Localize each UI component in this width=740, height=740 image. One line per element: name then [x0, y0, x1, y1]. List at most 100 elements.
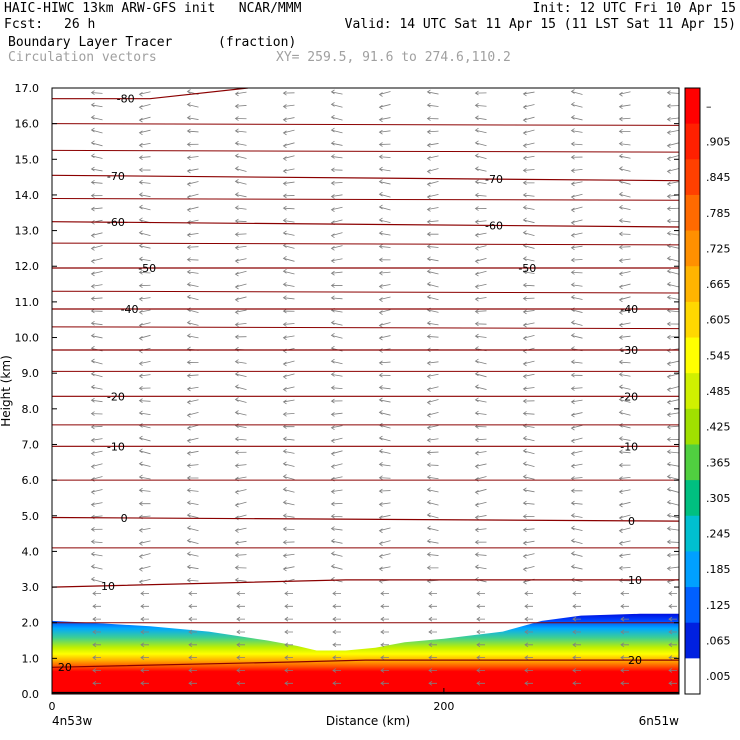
circulation-vector	[186, 102, 199, 108]
circulation-vector	[330, 412, 343, 417]
circulation-vector	[474, 397, 487, 403]
circulation-vector	[524, 642, 533, 648]
circulation-vector	[474, 153, 487, 160]
contour-label: 20	[58, 661, 72, 674]
circulation-vector	[234, 384, 247, 391]
circulation-vector	[666, 461, 679, 467]
circulation-vector	[426, 462, 439, 468]
circulation-vector	[234, 501, 247, 508]
circulation-vector	[570, 168, 583, 173]
circulation-vector	[284, 668, 293, 673]
circulation-vector	[522, 104, 535, 110]
circulation-vector	[620, 616, 629, 622]
circulation-vector	[138, 501, 151, 506]
circulation-vector	[138, 527, 151, 533]
circulation-vector	[90, 271, 103, 277]
colorbar-label: .605	[706, 314, 731, 327]
circulation-vector	[330, 167, 343, 173]
circulation-vector	[618, 540, 631, 546]
circulation-vector	[522, 269, 535, 275]
circulation-vector	[426, 281, 439, 288]
colorbar-label: .905	[706, 135, 731, 148]
contour-label: -60	[107, 216, 125, 229]
circulation-vector	[426, 142, 439, 148]
circulation-vector	[282, 513, 295, 518]
circulation-vector	[90, 284, 103, 289]
circulation-vector	[92, 680, 101, 686]
circulation-vector	[236, 680, 245, 686]
circulation-vector	[282, 308, 295, 314]
circulation-vector	[90, 193, 103, 199]
circulation-vector	[666, 142, 679, 149]
circulation-vector	[666, 539, 679, 545]
circulation-vector	[378, 540, 391, 546]
circulation-vector	[618, 141, 631, 146]
circulation-vector	[668, 680, 677, 686]
circulation-vector	[234, 565, 247, 570]
circulation-vector	[522, 142, 535, 148]
circulation-vector	[90, 90, 103, 95]
circulation-vector	[378, 154, 391, 160]
circulation-vector	[330, 270, 343, 276]
colorbar-swatch	[685, 551, 700, 588]
circulation-vector	[234, 309, 247, 315]
circulation-vector	[666, 294, 679, 300]
circulation-vector	[138, 398, 151, 403]
circulation-vector	[90, 371, 103, 378]
circulation-vector	[572, 642, 581, 648]
circulation-vector	[474, 384, 487, 390]
circulation-vector	[378, 129, 391, 135]
circulation-vector	[234, 514, 247, 521]
circulation-vector	[234, 527, 247, 533]
circulation-vector	[378, 435, 391, 442]
circulation-vector	[234, 463, 247, 469]
circulation-vector	[426, 334, 439, 339]
circulation-vector	[234, 245, 247, 251]
colorbar-swatch	[685, 230, 700, 267]
circulation-vector	[618, 462, 631, 468]
circulation-vector	[378, 372, 391, 378]
circulation-vector	[236, 603, 245, 609]
colorbar-swatch	[685, 266, 700, 303]
circulation-vector	[138, 423, 151, 429]
circulation-vector	[428, 642, 437, 648]
colorbar-label: .665	[706, 278, 731, 291]
circulation-vector	[138, 410, 151, 416]
circulation-vector	[186, 307, 199, 314]
circulation-vector	[474, 358, 487, 365]
circulation-vector	[234, 334, 247, 340]
circulation-vector	[140, 603, 149, 609]
circulation-vector	[570, 128, 583, 133]
circulation-vector	[426, 425, 439, 431]
circulation-vector	[378, 475, 391, 481]
circulation-vector	[426, 193, 439, 200]
circulation-vector	[330, 89, 343, 95]
colorbar-swatch	[685, 587, 700, 624]
circulation-vector	[378, 91, 391, 97]
circulation-vector	[380, 642, 389, 648]
circulation-vector	[138, 103, 151, 110]
circulation-vector	[282, 553, 295, 559]
isotherm-contour	[52, 579, 679, 588]
colorbar-swatch	[685, 159, 700, 196]
circulation-vector	[90, 257, 103, 264]
y-tick-label: 7.0	[22, 438, 40, 451]
circulation-vector	[186, 399, 199, 405]
circulation-vector	[186, 577, 199, 583]
circulation-vector	[140, 668, 149, 673]
circulation-vector	[282, 500, 295, 506]
circulation-vector	[426, 360, 439, 366]
circulation-vector	[380, 616, 389, 622]
circulation-vector	[620, 642, 629, 648]
y-tick-label: 11.0	[15, 296, 40, 309]
circulation-vector	[138, 192, 151, 198]
circulation-vector	[138, 167, 151, 173]
colorbar-label: .305	[706, 492, 731, 505]
circulation-vector	[570, 372, 583, 378]
colorbar-label: .185	[706, 563, 731, 576]
circulation-vector	[474, 410, 487, 416]
circulation-vector	[570, 551, 583, 557]
circulation-vector	[522, 474, 535, 480]
circulation-vector	[428, 603, 437, 609]
y-axis-title: Height (km)	[0, 355, 13, 426]
